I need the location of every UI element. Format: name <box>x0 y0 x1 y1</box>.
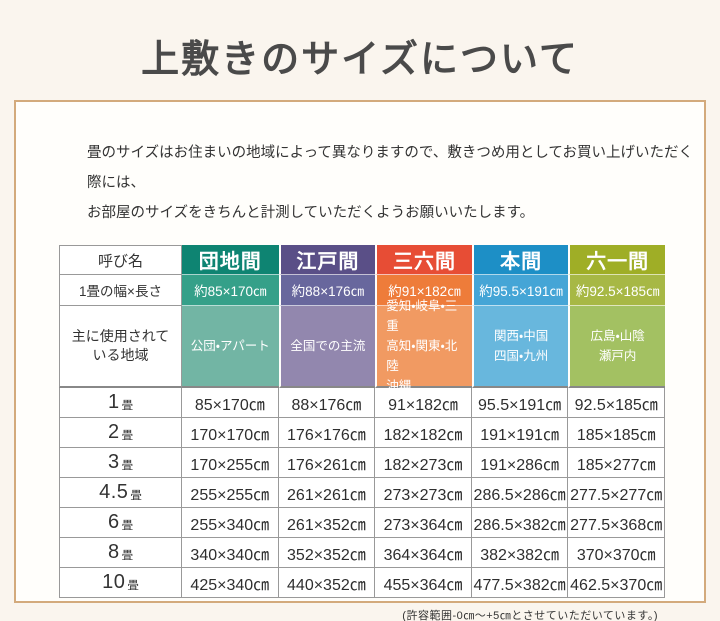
region-line: 愛知・岐阜・三重 <box>386 299 458 333</box>
size-row-number: 10 <box>102 571 126 593</box>
regions-label-line: 主に使用されて <box>71 328 170 344</box>
size-cell-3-4: 277.5×277㎝ <box>568 478 665 508</box>
size-cell-1-2: 182×182㎝ <box>375 418 472 448</box>
size-row-number: 3 <box>107 451 120 473</box>
region-line: 関西・中国 <box>493 329 549 343</box>
region-line: 広島・山陰 <box>590 329 645 343</box>
width-length-cell-4: 約92.5×185㎝ <box>568 275 665 306</box>
size-cell-6-3: 477.5×382㎝ <box>471 568 569 598</box>
size-cell-6-1: 440×352㎝ <box>278 568 376 598</box>
column-header-3: 本間 <box>471 245 569 275</box>
region-line: 全国での主流 <box>290 339 366 353</box>
size-cell-4-2: 273×364㎝ <box>375 508 472 538</box>
size-cell-5-3: 382×382㎝ <box>471 538 569 568</box>
intro-line: お部屋のサイズをきちんと計測していただくようお願いいたします。 <box>87 205 535 221</box>
size-cell-3-2: 273×273㎝ <box>375 478 472 508</box>
width-length-cell-1: 約88×176㎝ <box>278 275 376 306</box>
size-cell-6-4: 462.5×370㎝ <box>568 568 665 598</box>
size-cell-1-0: 170×170㎝ <box>182 418 279 448</box>
page-title: 上敷きのサイズについて <box>141 39 579 81</box>
size-cell-4-0: 255×340㎝ <box>182 508 279 538</box>
size-cell-0-0: 85×170㎝ <box>182 388 279 418</box>
column-header-1: 江戸間 <box>278 245 376 275</box>
size-cell-0-4: 92.5×185㎝ <box>568 388 665 418</box>
size-cell-6-0: 425×340㎝ <box>182 568 279 598</box>
column-header-0: 団地間 <box>182 245 279 275</box>
size-cell-3-0: 255×255㎝ <box>182 478 279 508</box>
region-cell-4: 広島・山陰 瀬戸内 <box>568 306 665 388</box>
size-row-unit: 畳 <box>127 579 139 592</box>
size-cell-1-1: 176×176㎝ <box>278 418 376 448</box>
corner-cell: 呼び名 <box>59 245 182 275</box>
size-cell-4-4: 277.5×368㎝ <box>568 508 665 538</box>
region-cell-2: 愛知・岐阜・三重 高知・関東・北陸 沖縄 <box>375 299 472 393</box>
column-header-2: 三六間 <box>375 245 472 275</box>
size-cell-4-3: 286.5×382㎝ <box>471 508 569 538</box>
size-cell-2-3: 191×286㎝ <box>471 448 569 478</box>
size-row-number: 4.5 <box>99 481 129 503</box>
size-cell-2-4: 185×277㎝ <box>568 448 665 478</box>
size-cell-2-1: 176×261㎝ <box>278 448 376 478</box>
size-table: 呼び名 団地間 江戸間 三六間 本間 六一間 1畳の幅×長さ 約85×170㎝ 約88×176㎝… <box>59 245 665 598</box>
size-cell-5-2: 364×364㎝ <box>375 538 472 568</box>
regions-label: 主に使用されて いる地域 <box>59 306 182 388</box>
size-row-unit: 畳 <box>121 549 134 562</box>
region-cell-3: 関西・中国四国・九州 <box>471 306 569 388</box>
size-cell-1-4: 185×185㎝ <box>568 418 665 448</box>
size-row-number: 8 <box>107 541 120 563</box>
region-line: 高知・関東・北陸 <box>386 339 458 373</box>
size-row-unit: 畳 <box>121 459 134 472</box>
size-row-label-6: 10 畳 <box>59 568 182 598</box>
size-cell-5-1: 352×352㎝ <box>278 538 376 568</box>
width-length-cell-2: 約91×182㎝ <box>375 275 472 306</box>
intro-line: 畳のサイズはお住まいの地域によって異なりますので、敷きつめ用としてお買い上げいた… <box>87 145 693 191</box>
size-row-unit: 畳 <box>121 429 134 442</box>
size-cell-0-1: 88×176㎝ <box>278 388 376 418</box>
size-cell-2-0: 170×255㎝ <box>182 448 279 478</box>
size-row-unit: 畳 <box>121 399 134 412</box>
region-line: 瀬戸内 <box>598 349 637 363</box>
region-cell-0: 公団・アパート <box>182 306 279 388</box>
size-row-unit: 畳 <box>121 519 134 532</box>
size-cell-3-1: 261×261㎝ <box>278 478 376 508</box>
region-line: 四国・九州 <box>493 349 549 363</box>
region-line: 公団・アパート <box>190 339 270 353</box>
size-row-number: 6 <box>107 511 120 533</box>
size-row-number: 1 <box>107 391 120 413</box>
size-cell-5-4: 370×370㎝ <box>568 538 665 568</box>
size-cell-4-1: 261×352㎝ <box>278 508 376 538</box>
size-row-number: 2 <box>107 421 120 443</box>
size-cell-3-3: 286.5×286㎝ <box>471 478 569 508</box>
regions-label-line: いる地域 <box>92 347 149 363</box>
size-cell-0-3: 95.5×191㎝ <box>471 388 569 418</box>
content-box: 畳のサイズはお住まいの地域によって異なりますので、敷きつめ用としてお買い上げいた… <box>14 100 706 621</box>
size-cell-2-2: 182×273㎝ <box>375 448 472 478</box>
intro-text: 畳のサイズはお住まいの地域によって異なりますので、敷きつめ用としてお買い上げいた… <box>87 138 704 228</box>
region-cell-1: 全国での主流 <box>278 306 376 388</box>
width-length-cell-3: 約95.5×191㎝ <box>471 275 569 306</box>
size-cell-5-0: 340×340㎝ <box>182 538 279 568</box>
tolerance-footnote: (許容範囲-0㎝～+5㎝とさせていただいています。) <box>402 610 658 621</box>
size-row-label-3: 4.5 畳 <box>59 478 182 508</box>
size-cell-6-2: 455×364㎝ <box>375 568 472 598</box>
size-row-unit: 畳 <box>130 489 142 502</box>
column-header-4: 六一間 <box>568 245 665 275</box>
width-length-cell-0: 約85×170㎝ <box>182 275 279 306</box>
size-cell-0-2: 91×182㎝ <box>375 388 472 418</box>
width-length-label: 1畳の幅×長さ <box>59 275 182 306</box>
size-cell-1-3: 191×191㎝ <box>471 418 569 448</box>
